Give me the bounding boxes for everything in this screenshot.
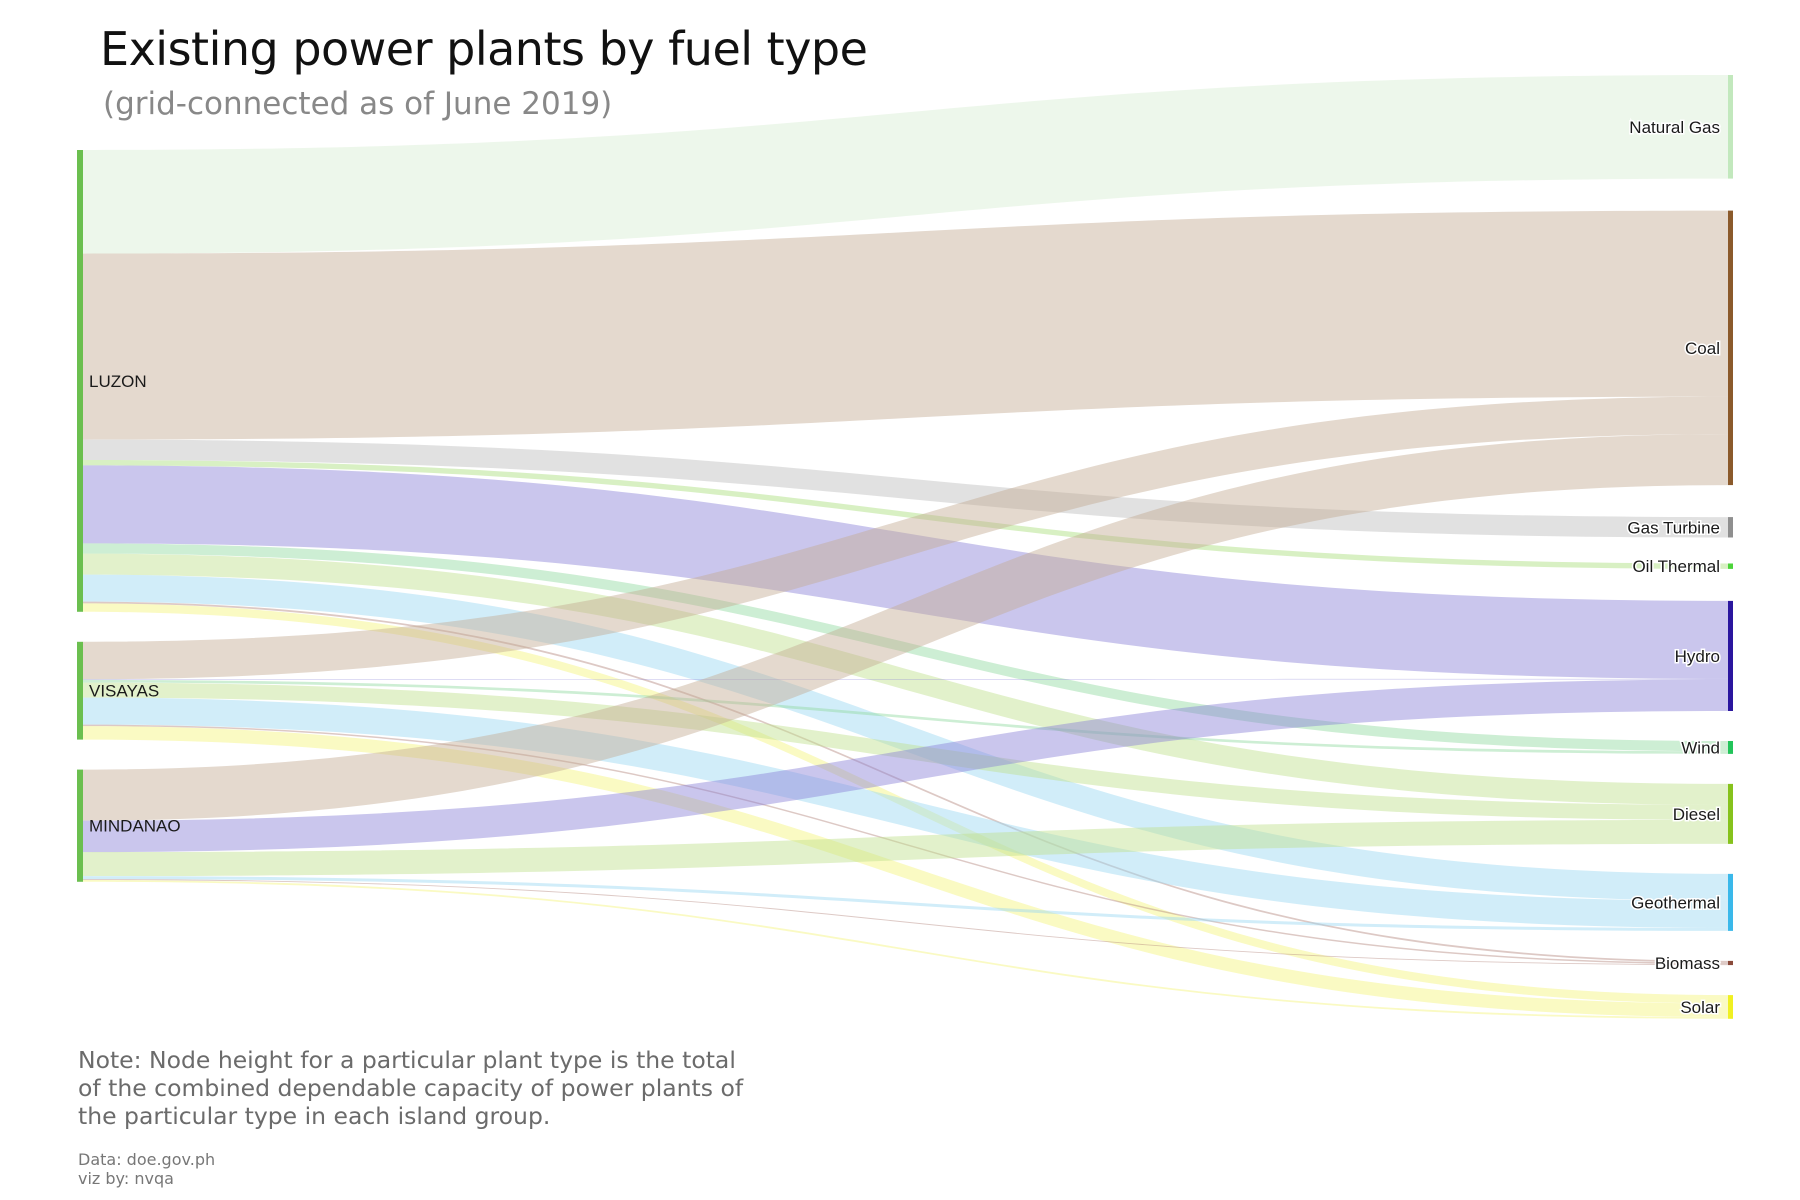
link-mindanao-to-diesel[interactable] xyxy=(83,819,1728,877)
node-natural-gas[interactable] xyxy=(1728,75,1733,179)
link-visayas-to-wind[interactable] xyxy=(83,679,1728,754)
nodes-layer xyxy=(77,75,1733,1019)
links-layer xyxy=(83,75,1728,1019)
link-luzon-to-coal[interactable] xyxy=(83,210,1728,440)
node-visayas[interactable] xyxy=(77,641,83,740)
link-visayas-to-biomass[interactable] xyxy=(83,724,1728,965)
node-solar[interactable] xyxy=(1728,995,1733,1019)
node-coal[interactable] xyxy=(1728,210,1733,486)
node-label-coal: Coal xyxy=(1685,339,1720,358)
node-luzon[interactable] xyxy=(77,150,83,612)
node-diesel[interactable] xyxy=(1728,783,1733,844)
link-visayas-to-diesel[interactable] xyxy=(83,682,1728,820)
labels-layer: LUZON VISAYAS MINDANAO Natural Gas Coal Gas T… xyxy=(89,116,1722,1018)
node-label-luzon: LUZON xyxy=(89,372,147,391)
node-geothermal[interactable] xyxy=(1728,873,1733,931)
link-visayas-to-geothermal[interactable] xyxy=(83,697,1728,928)
link-mindanao-to-hydro[interactable] xyxy=(83,679,1728,853)
node-label-geothermal: Geothermal xyxy=(1631,893,1720,912)
link-luzon-to-gas-turbine[interactable] xyxy=(83,439,1728,538)
node-gas-turbine[interactable] xyxy=(1728,517,1733,538)
data-source: Data: doe.gov.ph xyxy=(78,1150,216,1169)
node-wind[interactable] xyxy=(1728,740,1733,754)
node-biomass[interactable] xyxy=(1728,960,1733,966)
link-luzon-to-biomass[interactable] xyxy=(83,601,1728,963)
link-luzon-to-natural-gas[interactable] xyxy=(83,75,1728,254)
node-label-diesel: Diesel xyxy=(1673,805,1720,824)
node-label-solar: Solar xyxy=(1680,998,1720,1017)
link-visayas-to-solar[interactable] xyxy=(83,726,1728,1017)
viz-credit: viz by: nvqa xyxy=(78,1169,174,1188)
chart-subtitle: (grid-connected as of June 2019) xyxy=(103,86,613,122)
footnote: Note: Node height for a particular plant… xyxy=(78,1046,744,1130)
node-label-wind: Wind xyxy=(1681,738,1720,757)
link-luzon-to-hydro[interactable] xyxy=(83,465,1728,679)
link-mindanao-to-biomass[interactable] xyxy=(83,879,1728,966)
link-mindanao-to-coal[interactable] xyxy=(83,434,1728,821)
link-luzon-to-diesel[interactable] xyxy=(83,553,1728,805)
link-luzon-to-wind[interactable] xyxy=(83,543,1728,752)
link-visayas-to-coal[interactable] xyxy=(83,396,1728,680)
link-luzon-to-geothermal[interactable] xyxy=(83,574,1728,901)
node-label-hydro: Hydro xyxy=(1675,647,1720,666)
node-label-natural-gas: Natural Gas xyxy=(1629,118,1720,137)
node-hydro[interactable] xyxy=(1728,600,1733,711)
link-visayas-to-hydro[interactable] xyxy=(83,678,1728,680)
node-mindanao[interactable] xyxy=(77,769,83,882)
link-mindanao-to-solar[interactable] xyxy=(83,879,1728,1019)
node-label-visayas: VISAYAS xyxy=(89,682,159,701)
node-label-gas-turbine: Gas Turbine xyxy=(1627,518,1720,537)
link-luzon-to-solar[interactable] xyxy=(83,603,1728,1004)
chart-title: Existing power plants by fuel type xyxy=(100,22,868,76)
link-mindanao-to-geothermal[interactable] xyxy=(83,876,1728,931)
link-luzon-to-oil-thermal[interactable] xyxy=(83,459,1728,569)
node-label-biomass: Biomass xyxy=(1655,954,1720,973)
node-label-oil-thermal: Oil Thermal xyxy=(1632,557,1720,576)
node-label-mindanao: MINDANAO xyxy=(89,817,181,836)
node-oil-thermal[interactable] xyxy=(1728,563,1733,569)
